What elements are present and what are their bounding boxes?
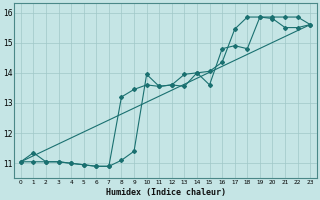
X-axis label: Humidex (Indice chaleur): Humidex (Indice chaleur) bbox=[106, 188, 226, 197]
